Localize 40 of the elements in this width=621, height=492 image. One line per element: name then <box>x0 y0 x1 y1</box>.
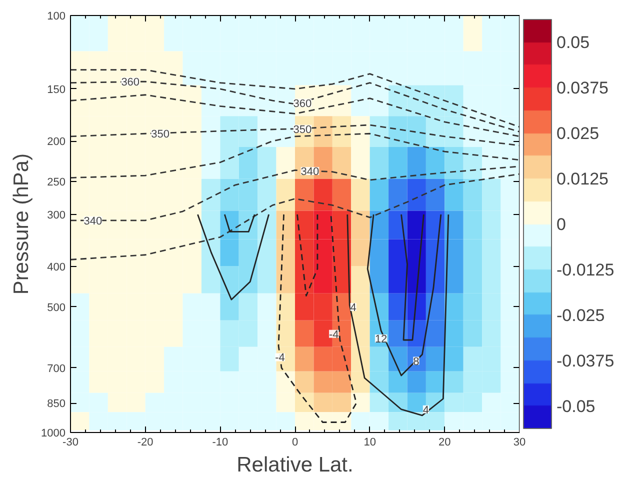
y-tick-label: 700 <box>47 362 66 375</box>
color-bar-label: -0.05 <box>556 396 596 416</box>
color-bar-label: 0 <box>556 215 566 234</box>
y-tick-label: 300 <box>47 209 66 222</box>
x-tick-label: 10 <box>364 436 376 448</box>
y-tick-label: 400 <box>47 262 66 274</box>
y-tick-label: 1000 <box>41 428 66 440</box>
annotation: 8 <box>413 356 420 368</box>
annotation: 12 <box>374 333 388 346</box>
y-tick-label: 200 <box>47 136 66 148</box>
y-axis-title: Pressure (hPa) <box>10 153 34 295</box>
x-axis-title: Relative Lat. <box>236 454 354 476</box>
color-bar-label: 0.0375 <box>556 78 608 98</box>
color-bar-label: -0.0125 <box>556 260 614 280</box>
x-tick-label: 30 <box>513 436 526 448</box>
x-tick-label: -20 <box>137 436 154 448</box>
annotation: -4 <box>329 328 339 341</box>
color-bar-label: -0.025 <box>556 306 605 325</box>
annotation: 340 <box>300 166 320 178</box>
annotation: -4 <box>275 352 285 364</box>
y-tick-label: 500 <box>47 302 66 314</box>
x-tick-label: 0 <box>292 436 298 448</box>
x-tick-label: 20 <box>438 436 451 448</box>
y-tick-label: 150 <box>47 84 66 96</box>
y-tick-label: 100 <box>47 10 66 22</box>
annotation: 350 <box>293 124 312 136</box>
annotation: 360 <box>121 76 140 89</box>
color-bar-label: 0.05 <box>556 33 590 52</box>
annotation: 4 <box>350 302 356 314</box>
color-bar-label: 0.0125 <box>556 170 608 189</box>
color-bar-label: 0.025 <box>556 124 600 144</box>
x-tick-label: -30 <box>62 436 78 448</box>
annotation: 340 <box>84 215 102 228</box>
y-tick-label: 850 <box>47 398 66 410</box>
y-tick-label: 250 <box>47 176 66 188</box>
x-tick-label: -10 <box>212 436 228 448</box>
annotation: 360 <box>293 98 312 110</box>
annotation: 4 <box>422 404 430 416</box>
color-bar-label: -0.0375 <box>556 351 614 370</box>
annotation: 350 <box>151 128 170 141</box>
